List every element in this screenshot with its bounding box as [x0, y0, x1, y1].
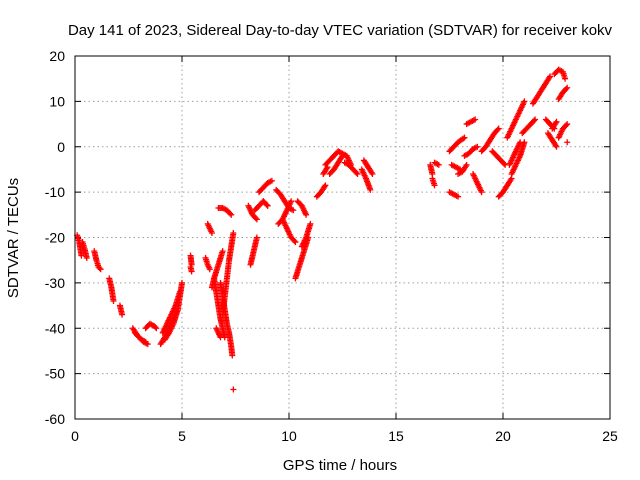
- y-tick-label: 10: [49, 93, 65, 109]
- data-point: [521, 139, 528, 146]
- axis-ticks: 0 5 10 15 20 25 20 10 0 -10 -20 -30 -40 -50 -60: [45, 48, 618, 444]
- data-point: [563, 85, 570, 92]
- data-point: [288, 198, 295, 205]
- grid-lines: [75, 56, 610, 419]
- data-point: [219, 248, 226, 255]
- data-point: [307, 220, 314, 227]
- data-point: [501, 160, 508, 167]
- data-point: [229, 352, 236, 359]
- data-point: [96, 265, 103, 272]
- data-point: [478, 189, 485, 196]
- y-tick-label: -60: [45, 411, 65, 427]
- data-point: [227, 210, 234, 217]
- data-point: [474, 143, 481, 150]
- data-point: [431, 182, 438, 189]
- data-point: [532, 116, 539, 123]
- data-point: [369, 170, 376, 177]
- data-point: [152, 324, 159, 331]
- x-axis-label: GPS time / hours: [283, 457, 397, 474]
- data-point: [563, 122, 570, 129]
- chart-title: Day 141 of 2023, Sidereal Day-to-day VTE…: [68, 22, 613, 39]
- x-tick-label: 0: [71, 428, 79, 444]
- y-tick-label: 0: [57, 139, 65, 155]
- data-point: [78, 252, 85, 259]
- data-point: [562, 75, 569, 82]
- data-point: [339, 152, 346, 159]
- data-point: [494, 126, 501, 133]
- x-tick-label: 10: [281, 428, 297, 444]
- x-tick-label: 25: [602, 428, 618, 444]
- data-point: [119, 311, 126, 318]
- data-point: [521, 98, 528, 105]
- data-point: [228, 211, 235, 218]
- data-point: [144, 341, 151, 348]
- data-point: [547, 73, 554, 80]
- y-tick-label: -20: [45, 230, 65, 246]
- data-point: [531, 117, 538, 124]
- data-point: [83, 254, 90, 261]
- data-point: [188, 268, 195, 275]
- y-tick-label: -40: [45, 320, 65, 336]
- data-point: [564, 121, 571, 128]
- data-point: [455, 193, 462, 200]
- data-point: [564, 84, 571, 91]
- plot-frame: [74, 55, 611, 420]
- data-point: [268, 177, 275, 184]
- data-point: [553, 118, 560, 125]
- data-point: [97, 266, 104, 273]
- data-point: [153, 325, 160, 332]
- data-point: [354, 170, 361, 177]
- data-points: [74, 66, 571, 393]
- data-point: [495, 125, 502, 132]
- data-point: [263, 201, 270, 208]
- data-point: [291, 237, 298, 244]
- data-point: [208, 229, 215, 236]
- data-point: [564, 139, 571, 146]
- data-point: [176, 288, 183, 295]
- data-point: [367, 186, 374, 193]
- data-point: [206, 266, 213, 273]
- data-point: [435, 161, 442, 168]
- data-point: [230, 229, 237, 236]
- data-point: [264, 202, 271, 209]
- y-tick-label: -50: [45, 366, 65, 382]
- data-point: [303, 211, 310, 218]
- data-point: [253, 234, 260, 241]
- data-point: [460, 135, 467, 142]
- data-point: [253, 216, 260, 223]
- data-point: [230, 386, 237, 393]
- data-point: [179, 279, 185, 286]
- x-tick-label: 15: [388, 428, 404, 444]
- data-point: [461, 134, 468, 141]
- y-tick-label: -10: [45, 184, 65, 200]
- data-point: [174, 307, 181, 314]
- data-point: [553, 143, 560, 150]
- data-point: [463, 161, 470, 168]
- data-point: [472, 116, 479, 123]
- data-point: [252, 215, 259, 222]
- y-tick-label: -30: [45, 275, 65, 291]
- data-point: [110, 298, 117, 305]
- y-axis-label: SDTVAR / TECUs: [5, 178, 22, 298]
- x-tick-label: 5: [178, 428, 186, 444]
- data-point: [322, 182, 329, 189]
- data-point: [353, 169, 360, 176]
- y-tick-label: 20: [49, 48, 65, 64]
- data-point: [292, 239, 299, 246]
- x-tick-label: 20: [495, 428, 511, 444]
- data-point: [290, 207, 297, 214]
